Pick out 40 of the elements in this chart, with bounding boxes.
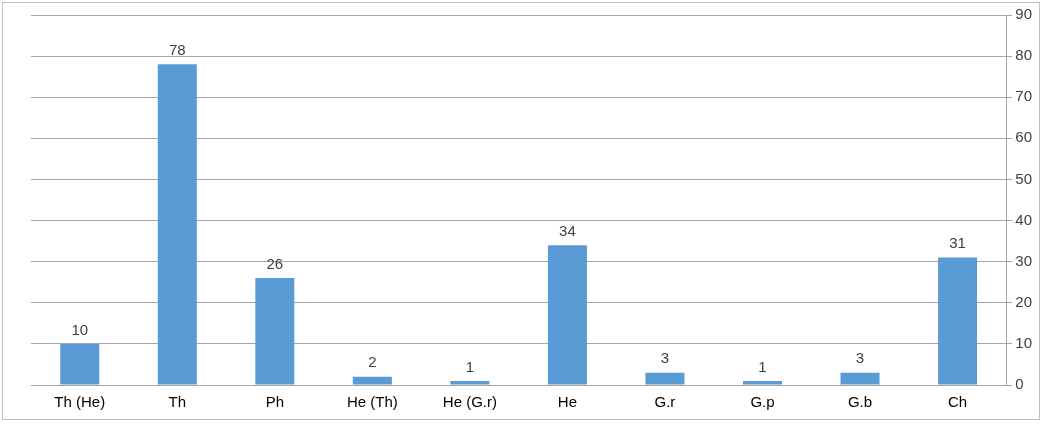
bar bbox=[547, 245, 587, 385]
data-label: 1 bbox=[758, 357, 767, 375]
y-tick-label: 70 bbox=[1015, 87, 1032, 105]
y-tick-label: 30 bbox=[1015, 251, 1032, 269]
bar bbox=[60, 343, 100, 385]
data-label: 1 bbox=[465, 357, 475, 375]
bar bbox=[255, 278, 295, 385]
y-tick-label: 90 bbox=[1015, 5, 1032, 23]
bar bbox=[645, 372, 685, 385]
bar bbox=[938, 257, 978, 385]
bar bbox=[450, 380, 490, 385]
data-label: 78 bbox=[168, 40, 186, 58]
data-label: 3 bbox=[660, 349, 670, 367]
y-tick-label: 20 bbox=[1015, 292, 1032, 310]
x-tick-label: He (Th) bbox=[346, 393, 398, 411]
y-tick-label: 0 bbox=[1015, 375, 1024, 393]
data-label: 26 bbox=[266, 254, 284, 272]
x-tick-label: G.p bbox=[750, 393, 775, 411]
x-tick-label: G.r bbox=[654, 393, 676, 411]
data-label: 34 bbox=[559, 221, 576, 239]
x-tick-label: Ph bbox=[265, 393, 285, 411]
x-tick-label: Ch bbox=[947, 393, 968, 411]
data-label: 10 bbox=[71, 320, 89, 338]
bar bbox=[840, 372, 880, 385]
data-label: 3 bbox=[855, 349, 865, 367]
bar bbox=[157, 64, 197, 385]
bar bbox=[352, 376, 392, 385]
data-label: 2 bbox=[368, 353, 377, 371]
y-tick-label: 60 bbox=[1015, 128, 1032, 146]
y-tick-label: 50 bbox=[1015, 169, 1032, 187]
y-tick-label: 40 bbox=[1015, 210, 1032, 228]
x-tick-label: Th (He) bbox=[54, 393, 106, 411]
x-tick-label: He (G.r) bbox=[442, 393, 497, 411]
x-tick-label: G.b bbox=[847, 393, 873, 411]
y-tick-label: 10 bbox=[1015, 334, 1032, 352]
x-tick-label: Th bbox=[168, 393, 187, 411]
bar bbox=[742, 380, 782, 385]
y-tick-label: 80 bbox=[1015, 46, 1032, 64]
x-tick-label: He bbox=[557, 393, 578, 411]
data-label: 31 bbox=[949, 234, 966, 252]
